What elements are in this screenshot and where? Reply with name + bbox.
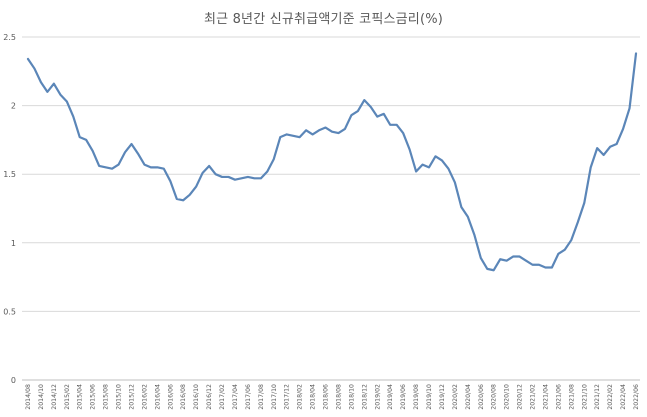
x-tick-label: 2017/04: [232, 384, 239, 410]
x-tick-label: 2019/12: [439, 384, 446, 410]
x-tick-label: 2020/12: [517, 384, 524, 410]
x-tick-label: 2017/10: [271, 384, 278, 410]
x-tick-label: 2015/04: [77, 384, 84, 410]
x-tick-label: 2015/06: [90, 384, 97, 410]
x-tick-label: 2021/10: [581, 384, 588, 410]
x-tick-label: 2018/04: [310, 384, 317, 410]
x-tick-label: 2021/12: [594, 384, 601, 410]
x-tick-label: 2018/06: [323, 384, 330, 410]
x-tick-label: 2014/10: [38, 384, 45, 410]
x-tick-label: 2018/12: [361, 384, 368, 410]
y-tick-label: 2.5: [3, 33, 16, 42]
x-tick-label: 2021/06: [555, 384, 562, 410]
x-tick-label: 2014/08: [25, 384, 32, 410]
x-tick-label: 2016/04: [154, 384, 161, 410]
x-tick-label: 2018/08: [335, 384, 342, 410]
x-tick-label: 2018/02: [297, 384, 304, 410]
x-tick-label: 2018/10: [348, 384, 355, 410]
x-tick-label: 2015/12: [128, 384, 135, 410]
x-tick-label: 2022/02: [607, 384, 614, 410]
x-tick-label: 2017/08: [258, 384, 265, 410]
x-tick-label: 2019/10: [426, 384, 433, 410]
y-axis-tick-labels: 0 0.5 1 1.5 2 2.5: [3, 33, 16, 385]
y-tick-label: 0.5: [3, 307, 16, 316]
y-tick-label: 1.5: [3, 170, 16, 179]
x-tick-label: 2020/04: [465, 384, 472, 410]
x-tick-label: 2017/12: [284, 384, 291, 410]
y-tick-label: 2: [11, 102, 16, 111]
x-tick-label: 2021/02: [530, 384, 537, 410]
x-tick-label: 2016/06: [167, 384, 174, 410]
x-tick-label: 2016/08: [180, 384, 187, 410]
x-tick-label: 2020/08: [491, 384, 498, 410]
y-tick-label: 0: [11, 376, 16, 385]
x-tick-label: 2020/02: [452, 384, 459, 410]
x-tick-label: 2017/06: [245, 384, 252, 410]
x-tick-label: 2021/08: [568, 384, 575, 410]
chart-title: 최근 8년간 신규취급액기준 코픽스금리(%): [203, 12, 444, 27]
x-tick-label: 2016/10: [193, 384, 200, 410]
x-tick-label: 2015/02: [64, 384, 71, 410]
x-tick-label: 2015/08: [103, 384, 110, 410]
x-tick-label: 2019/06: [400, 384, 407, 410]
x-tick-label: 2021/04: [542, 384, 549, 410]
x-tick-label: 2015/10: [116, 384, 123, 410]
x-tick-label: 2014/12: [51, 384, 58, 410]
gridlines: [22, 36, 640, 381]
x-tick-label: 2020/06: [478, 384, 485, 410]
series-layer: [26, 52, 638, 272]
x-tick-label: 2022/06: [633, 384, 640, 410]
y-tick-label: 1: [11, 239, 16, 248]
x-tick-label: 2020/10: [504, 384, 511, 410]
x-tick-label: 2017/02: [219, 384, 226, 410]
x-tick-label: 2019/02: [374, 384, 381, 410]
x-tick-label: 2016/12: [206, 384, 213, 410]
x-tick-label: 2019/04: [387, 384, 394, 410]
x-tick-label: 2019/08: [413, 384, 420, 410]
x-axis-tick-labels: 2014/08 2014/10 2014/12 2015/02 2015/04 2015/…: [25, 384, 640, 410]
x-tick-label: 2016/02: [141, 384, 148, 410]
x-tick-label: 2022/04: [620, 384, 627, 410]
series-line: [26, 52, 638, 272]
